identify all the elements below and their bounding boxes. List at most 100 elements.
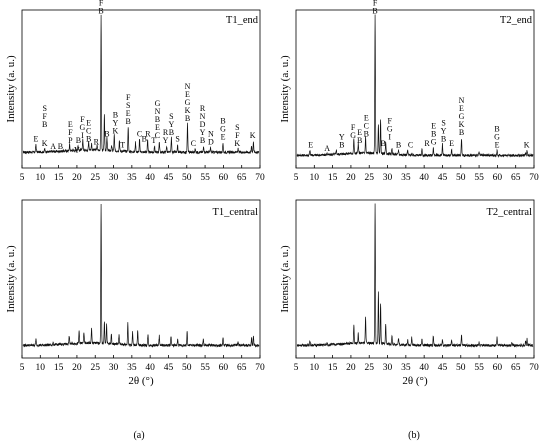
chart-title: T1_end: [226, 15, 259, 26]
peak-annotation: K: [42, 139, 48, 148]
peak-annotation: C: [137, 130, 142, 139]
peak-annotation: B: [142, 134, 147, 143]
x-tick-label: 5: [294, 363, 299, 373]
peak-annotation: R: [145, 130, 151, 139]
chart-t1-central: 5 10 15 20 25 30 35 40 45 50 55 60 65 70 Intensity (a.…: [5, 199, 265, 387]
x-tick-label: 15: [328, 363, 338, 373]
x-tick-label: 45: [164, 173, 174, 183]
peak-annotation: A: [324, 144, 330, 153]
x-axis-label: 2θ (°): [128, 375, 154, 387]
y-axis-label: Intensity (a. u.): [279, 55, 291, 123]
diffraction-trace: [296, 203, 534, 348]
x-tick-label: 40: [145, 173, 155, 183]
chart-title: T2_end: [500, 15, 533, 26]
peak-annotation: SFB: [372, 0, 377, 15]
x-tick-label: 20: [72, 363, 82, 373]
x-tick-label: 70: [255, 363, 265, 373]
x-tick-label: 35: [401, 363, 411, 373]
x-tick-label: 20: [346, 173, 356, 183]
diffraction-trace: [296, 14, 534, 158]
chart-title: T2_central: [487, 207, 533, 218]
x-tick-label: 5: [294, 173, 299, 183]
x-tick-label: 20: [72, 173, 82, 183]
panel-label-a: (a): [133, 430, 144, 441]
x-tick-label: 55: [474, 173, 484, 183]
x-tick-label: 10: [36, 173, 46, 183]
x-tick-label: 25: [90, 173, 100, 183]
x-tick-label: 65: [511, 173, 521, 183]
peak-annotation: B: [104, 130, 109, 139]
x-tick-label: 10: [310, 173, 320, 183]
y-axis-label: Intensity (a. u.): [279, 245, 291, 313]
y-axis-label: Intensity (a. u.): [5, 55, 17, 123]
x-tick-label: 15: [54, 173, 64, 183]
x-tick-label: 65: [237, 173, 247, 183]
peak-annotation: T: [120, 141, 125, 150]
peak-annotation: R: [424, 139, 430, 148]
panel-label-b: (b): [408, 430, 420, 441]
x-tick-label: 5: [20, 363, 25, 373]
peak-annotation: E: [308, 141, 313, 150]
x-tick-label: 40: [145, 363, 155, 373]
peak-annotation: C: [191, 139, 196, 148]
chart-t2-central: 5 10 15 20 25 30 35 40 45 50 55 60 65 70 Intensity (a.…: [279, 199, 539, 387]
peak-annotation: B: [396, 141, 401, 150]
x-tick-label: 30: [109, 173, 119, 183]
x-tick-label: 35: [127, 173, 137, 183]
x-tick-label: 60: [219, 363, 229, 373]
peak-annotation: R: [94, 138, 100, 147]
x-tick-label: 50: [456, 173, 466, 183]
x-tick-label: 50: [456, 363, 466, 373]
peak-annotation: S: [175, 134, 179, 143]
x-axis-label: 2θ (°): [402, 375, 428, 387]
peak-annotation: E: [33, 134, 38, 143]
x-tick-label: 40: [419, 363, 429, 373]
x-tick-label: 70: [529, 363, 539, 373]
x-tick-label: 25: [90, 363, 100, 373]
x-tick-label: 60: [219, 173, 229, 183]
x-tick-label: 65: [511, 363, 521, 373]
x-tick-label: 55: [474, 363, 484, 373]
chart-title: T1_central: [213, 207, 259, 218]
x-tick-label: 25: [364, 173, 374, 183]
peak-annotation: E: [449, 139, 454, 148]
plot-frame: [21, 199, 261, 359]
peak-annotation: B: [380, 139, 385, 148]
peak-annotation: C: [408, 141, 413, 150]
x-tick-label: 55: [200, 173, 210, 183]
x-tick-label: 10: [310, 363, 320, 373]
x-tick-label: 30: [383, 173, 393, 183]
peak-annotation: SFB: [98, 0, 103, 15]
peak-annotation: K: [250, 131, 256, 140]
peak-annotation: K: [524, 141, 530, 150]
x-tick-label: 45: [164, 363, 174, 373]
x-tick-label: 40: [419, 173, 429, 183]
peak-annotation: B: [76, 136, 81, 145]
diffraction-trace: [22, 203, 260, 348]
x-tick-label: 20: [346, 363, 356, 373]
peak-annotation: B: [58, 142, 63, 151]
x-tick-label: 15: [328, 173, 338, 183]
x-tick-label: 35: [127, 363, 137, 373]
peak-annotation: Y: [74, 145, 80, 154]
x-tick-label: 45: [438, 173, 448, 183]
x-tick-label: 55: [200, 363, 210, 373]
x-tick-label: 70: [255, 173, 265, 183]
x-tick-label: 50: [182, 363, 192, 373]
